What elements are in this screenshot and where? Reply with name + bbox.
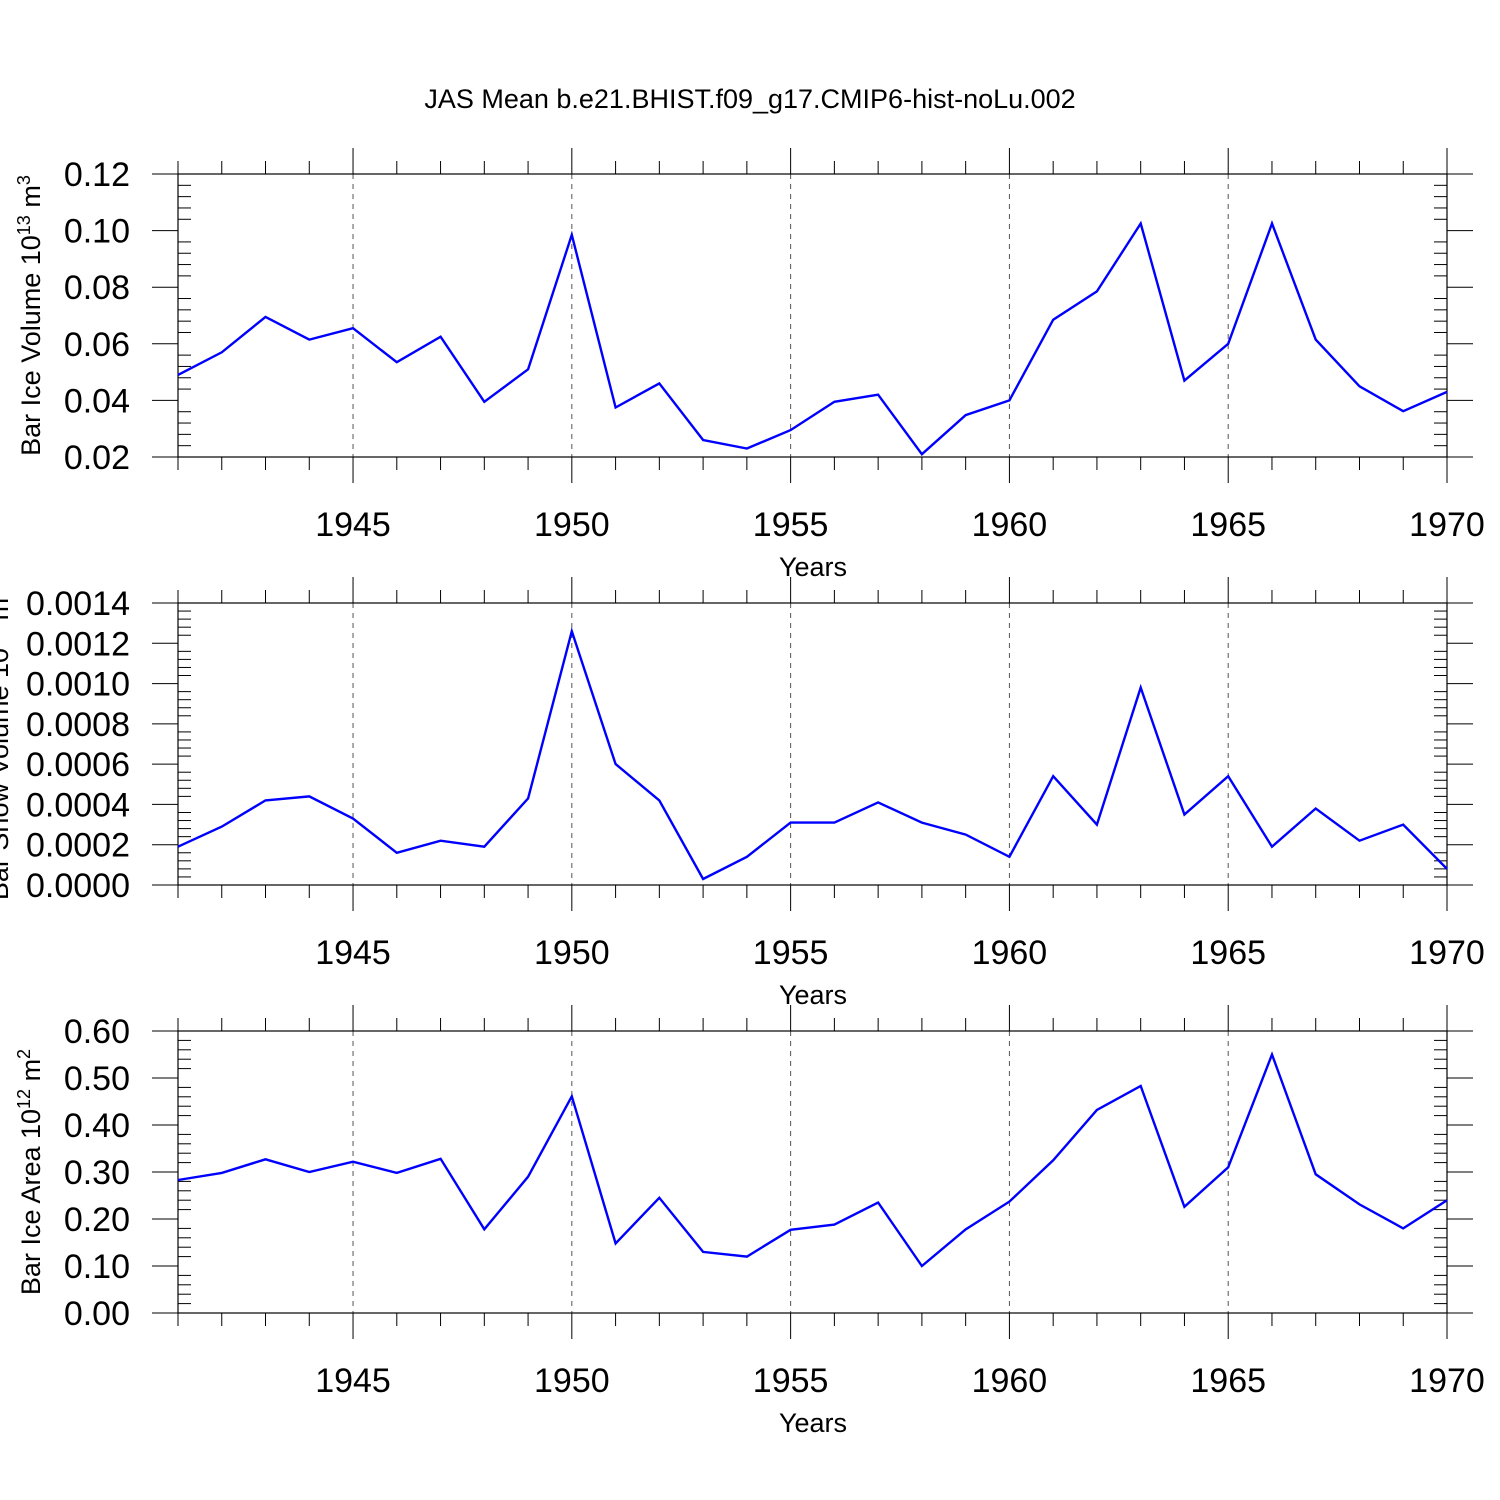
y-tick-label: 0.04 xyxy=(64,382,130,420)
y-tick-label: 0.02 xyxy=(64,439,130,477)
x-axis-label: Years xyxy=(779,980,847,1010)
x-tick-label: 1950 xyxy=(534,934,610,972)
x-tick-label: 1960 xyxy=(972,1362,1048,1400)
y-tick-label: 0.50 xyxy=(64,1060,130,1098)
plot-frame xyxy=(177,602,1448,886)
x-axis-label: Years xyxy=(779,552,847,582)
y-tick-label: 0.0004 xyxy=(26,786,130,824)
y-tick-label: 0.12 xyxy=(64,156,130,194)
y-tick-label: 0.0012 xyxy=(26,625,130,663)
y-axis-label: Bar Snow Volume 1013 m3 xyxy=(0,588,14,900)
y-tick-label: 0.0006 xyxy=(26,746,130,784)
series-line-1 xyxy=(177,626,1448,881)
x-tick-label: 1955 xyxy=(753,934,829,972)
y-tick-label: 0.06 xyxy=(64,326,130,364)
y-tick-label: 0.10 xyxy=(64,1248,130,1286)
y-tick-label: 0.40 xyxy=(64,1107,130,1145)
x-tick-label: 1970 xyxy=(1409,934,1485,972)
y-tick-label: 0.0014 xyxy=(26,585,130,623)
x-tick-label: 1970 xyxy=(1409,1362,1485,1400)
x-tick-label: 1960 xyxy=(972,506,1048,544)
y-axis-label: Bar Ice Volume 1013 m3 xyxy=(14,175,46,456)
x-tick-label: 1945 xyxy=(315,934,391,972)
x-tick-label: 1970 xyxy=(1409,506,1485,544)
y-tick-label: 0.08 xyxy=(64,269,130,307)
x-tick-label: 1965 xyxy=(1190,934,1266,972)
x-tick-label: 1965 xyxy=(1190,506,1266,544)
plot-frame xyxy=(177,1030,1448,1314)
chart-panel-3: 0.00 0.10 0.20 0.30 0.40 0.50 0.60 1945 1950 1955… xyxy=(14,1005,1485,1438)
y-tick-label: 0.0010 xyxy=(26,666,130,704)
chart-panel-1: 0.02 0.04 0.06 0.08 0.10 0.12 1945 1950 1955 1960… xyxy=(14,148,1485,582)
x-axis-label: Years xyxy=(779,1408,847,1438)
chart-panel-2: 0.00000.00020.00040.00060.00080.00100.00… xyxy=(0,577,1485,1010)
series-line-1 xyxy=(177,220,1448,456)
y-tick-label: 0.0000 xyxy=(26,867,130,905)
y-tick-label: 0.30 xyxy=(64,1154,130,1192)
y-tick-label: 0.60 xyxy=(64,1013,130,1051)
y-tick-label: 0.10 xyxy=(64,213,130,251)
x-tick-label: 1950 xyxy=(534,506,610,544)
x-tick-label: 1950 xyxy=(534,1362,610,1400)
series-line-1 xyxy=(177,1051,1448,1268)
x-tick-label: 1955 xyxy=(753,1362,829,1400)
plot-frame xyxy=(177,173,1448,458)
x-tick-label: 1965 xyxy=(1190,1362,1266,1400)
x-tick-label: 1955 xyxy=(753,506,829,544)
y-tick-label: 0.0002 xyxy=(26,827,130,865)
figure-title: JAS Mean b.e21.BHIST.f09_g17.CMIP6-hist-… xyxy=(424,84,1076,114)
y-tick-label: 0.00 xyxy=(64,1295,130,1333)
y-tick-label: 0.20 xyxy=(64,1201,130,1239)
x-tick-label: 1945 xyxy=(315,1362,391,1400)
x-tick-label: 1960 xyxy=(972,934,1048,972)
x-tick-label: 1945 xyxy=(315,506,391,544)
y-axis-label: Bar Ice Area 1012 m2 xyxy=(14,1049,46,1295)
y-tick-label: 0.0008 xyxy=(26,706,130,744)
